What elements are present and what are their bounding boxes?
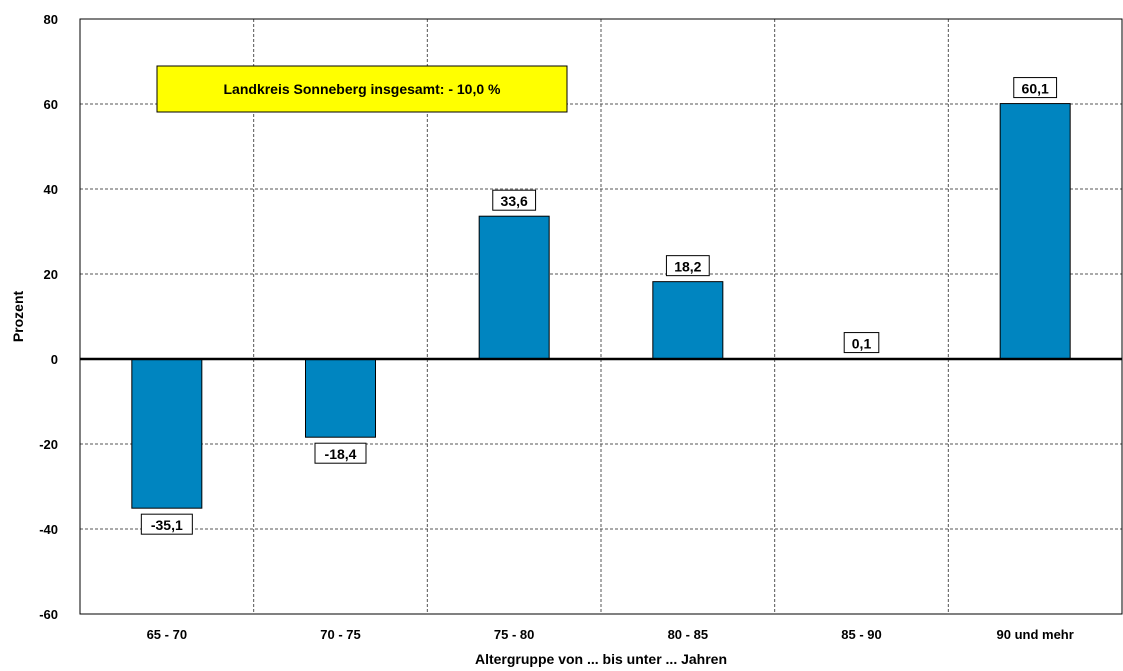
y-tick-label: 80	[44, 12, 58, 27]
y-tick-label: 20	[44, 267, 58, 282]
annotation-text: Landkreis Sonneberg insgesamt: - 10,0 %	[224, 81, 502, 97]
y-tick-label: 40	[44, 182, 58, 197]
x-axis-title: Altergruppe von ... bis unter ... Jahren	[475, 651, 727, 667]
x-tick-label: 80 - 85	[668, 627, 708, 642]
y-tick-label: -40	[39, 522, 58, 537]
plot-area	[79, 18, 1123, 615]
x-tick-label: 85 - 90	[841, 627, 881, 642]
data-label: 0,1	[852, 336, 872, 352]
x-tick-label: 65 - 70	[147, 627, 187, 642]
bar	[478, 215, 550, 360]
data-label-group: 33,6	[492, 189, 537, 211]
data-label: 33,6	[501, 193, 528, 209]
y-axis-ticks: 80 60 40 20 0 -20 -40 -60	[39, 12, 58, 622]
y-tick-label: -60	[39, 607, 58, 622]
grid-lines	[80, 19, 1122, 614]
bar	[131, 358, 203, 509]
bar	[999, 103, 1071, 360]
x-axis-ticks: 65 - 70 70 - 75 75 - 80 80 - 85 85 - 90 90 un…	[147, 627, 1074, 642]
data-label: -35,1	[151, 517, 183, 533]
data-label: 60,1	[1022, 81, 1049, 97]
annotation-background	[156, 65, 568, 113]
data-label: -18,4	[325, 446, 357, 462]
x-tick-label: 70 - 75	[320, 627, 360, 642]
x-tick-label: 75 - 80	[494, 627, 534, 642]
bar	[652, 281, 724, 360]
data-label-group: -18,4	[314, 442, 367, 464]
annotation-box: Landkreis Sonneberg insgesamt: - 10,0 %	[156, 65, 568, 113]
data-label-box	[1013, 77, 1058, 99]
data-label-box	[492, 189, 537, 211]
x-tick-label: 90 und mehr	[997, 627, 1074, 642]
y-axis-title: Prozent	[10, 290, 26, 342]
y-tick-label: 0	[51, 352, 58, 367]
data-label-box	[843, 332, 880, 354]
bar	[305, 358, 376, 438]
data-label-group: 60,1	[1013, 77, 1058, 99]
data-labels: -35,1 -18,4 33,6 18,2 0,1 60,1	[140, 77, 1058, 535]
data-label-box	[314, 442, 367, 464]
data-label-box	[140, 513, 193, 535]
data-label-box	[665, 255, 710, 277]
data-label-group: 18,2	[665, 255, 710, 277]
y-tick-label: 60	[44, 97, 58, 112]
data-label: 18,2	[674, 259, 701, 275]
data-label-group: -35,1	[140, 513, 193, 535]
data-label-group: 0,1	[843, 332, 880, 354]
y-tick-label: -20	[39, 437, 58, 452]
